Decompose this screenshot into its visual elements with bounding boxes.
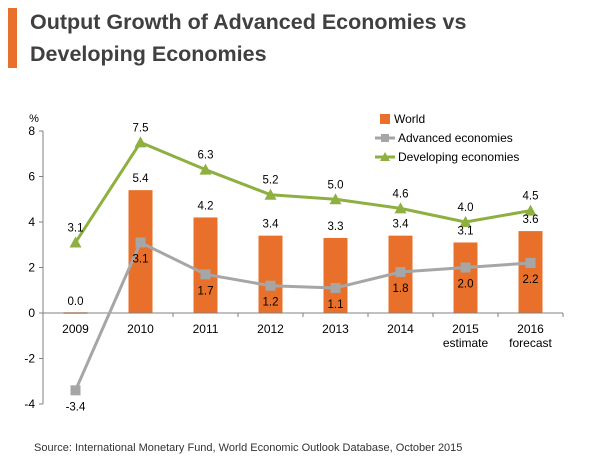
developing-economies-label: 4.0 [458, 202, 474, 214]
developing-economies-marker [394, 202, 407, 214]
title-line-1: Output Growth of Advanced Economies vs [30, 10, 467, 34]
x-tick-label: 2010 [127, 322, 154, 336]
advanced-economies-marker [395, 267, 406, 278]
developing-economies-label: 3.1 [68, 222, 84, 234]
title-line-2: Developing Economies [30, 42, 267, 66]
y-tick-label: -4 [24, 397, 35, 411]
advanced-economies-marker [265, 280, 276, 291]
x-tick-label: 2009 [62, 322, 89, 336]
x-tick-sublabel: estimate [443, 336, 489, 350]
developing-economies-label: 5.0 [328, 179, 344, 191]
bar-world [518, 231, 543, 313]
y-tick-label: 8 [28, 124, 35, 138]
advanced-economies-label: 1.8 [393, 283, 409, 295]
y-tick-label: 6 [28, 170, 35, 184]
advanced-economies-label: 1.1 [328, 299, 344, 311]
bar-world-label: 3.4 [263, 219, 280, 231]
advanced-economies-marker [525, 257, 536, 268]
source-note: Source: International Monetary Fund, Wor… [34, 442, 463, 454]
developing-economies-label: 5.2 [263, 175, 279, 187]
bar-world-label: 3.3 [328, 221, 344, 233]
legend-developing-marker [380, 152, 390, 161]
y-tick-label: 0 [28, 306, 35, 320]
advanced-economies-marker [135, 237, 146, 248]
y-tick-label: 2 [28, 261, 35, 275]
developing-economies-marker [329, 193, 342, 205]
bar-world-label: 0.0 [68, 296, 84, 308]
title-accent-bar [8, 8, 17, 68]
legend-world-swatch [380, 114, 390, 124]
developing-economies-label: 4.5 [523, 191, 539, 203]
advanced-economies-marker [200, 269, 211, 280]
y-axis-unit-label: % [29, 113, 39, 125]
developing-economies-marker [524, 204, 537, 216]
developing-economies-label: 4.6 [393, 188, 409, 200]
bar-world [193, 217, 218, 313]
advanced-economies-label: 1.2 [263, 297, 279, 309]
bar-world [258, 235, 283, 313]
x-tick-label: 2015 [452, 322, 479, 336]
bar-world-label: 5.4 [133, 173, 150, 185]
bar-world-label: 3.1 [458, 225, 474, 237]
bar-world-label: 3.6 [523, 214, 539, 226]
advanced-economies-label: -3.4 [66, 401, 86, 413]
advanced-economies-label: 1.7 [198, 285, 214, 297]
developing-economies-line [74, 140, 531, 244]
advanced-economies-marker [70, 385, 81, 396]
bar-world-label: 4.2 [198, 200, 214, 212]
developing-economies-marker [199, 163, 212, 175]
developing-economies-marker [69, 236, 82, 248]
developing-economies-label: 6.3 [198, 150, 214, 162]
developing-economies-marker [459, 216, 472, 227]
developing-economies-marker [134, 136, 147, 148]
advanced-economies-label: 2.2 [523, 274, 539, 286]
x-tick-sublabel: forecast [509, 336, 552, 350]
advanced-economies-line [74, 240, 531, 391]
advanced-economies-marker [460, 262, 471, 273]
x-tick-label: 2013 [322, 322, 349, 336]
x-tick-label: 2016 [517, 322, 544, 336]
bar-world [323, 237, 348, 313]
legend-developing-label: Developing economies [398, 150, 519, 164]
page-title: Output Growth of Advanced Economies vs D… [30, 6, 590, 70]
x-tick-label: 2012 [257, 322, 284, 336]
legend-advanced-label: Advanced economies [398, 131, 513, 145]
legend-advanced-marker [381, 134, 389, 142]
bar-world-label: 3.4 [393, 219, 410, 231]
y-tick-label: 4 [28, 215, 35, 229]
developing-economies-marker [264, 188, 277, 200]
bar-world [453, 242, 478, 313]
y-tick-label: -2 [24, 352, 35, 366]
advanced-economies-label: 2.0 [458, 279, 474, 291]
developing-economies-label: 7.5 [133, 122, 149, 134]
advanced-economies-label: 3.1 [133, 253, 149, 265]
x-tick-label: 2011 [193, 322, 219, 336]
x-tick-label: 2014 [387, 322, 414, 336]
legend-world-label: World [394, 112, 425, 126]
advanced-economies-marker [330, 282, 341, 293]
bar-world [128, 190, 153, 313]
